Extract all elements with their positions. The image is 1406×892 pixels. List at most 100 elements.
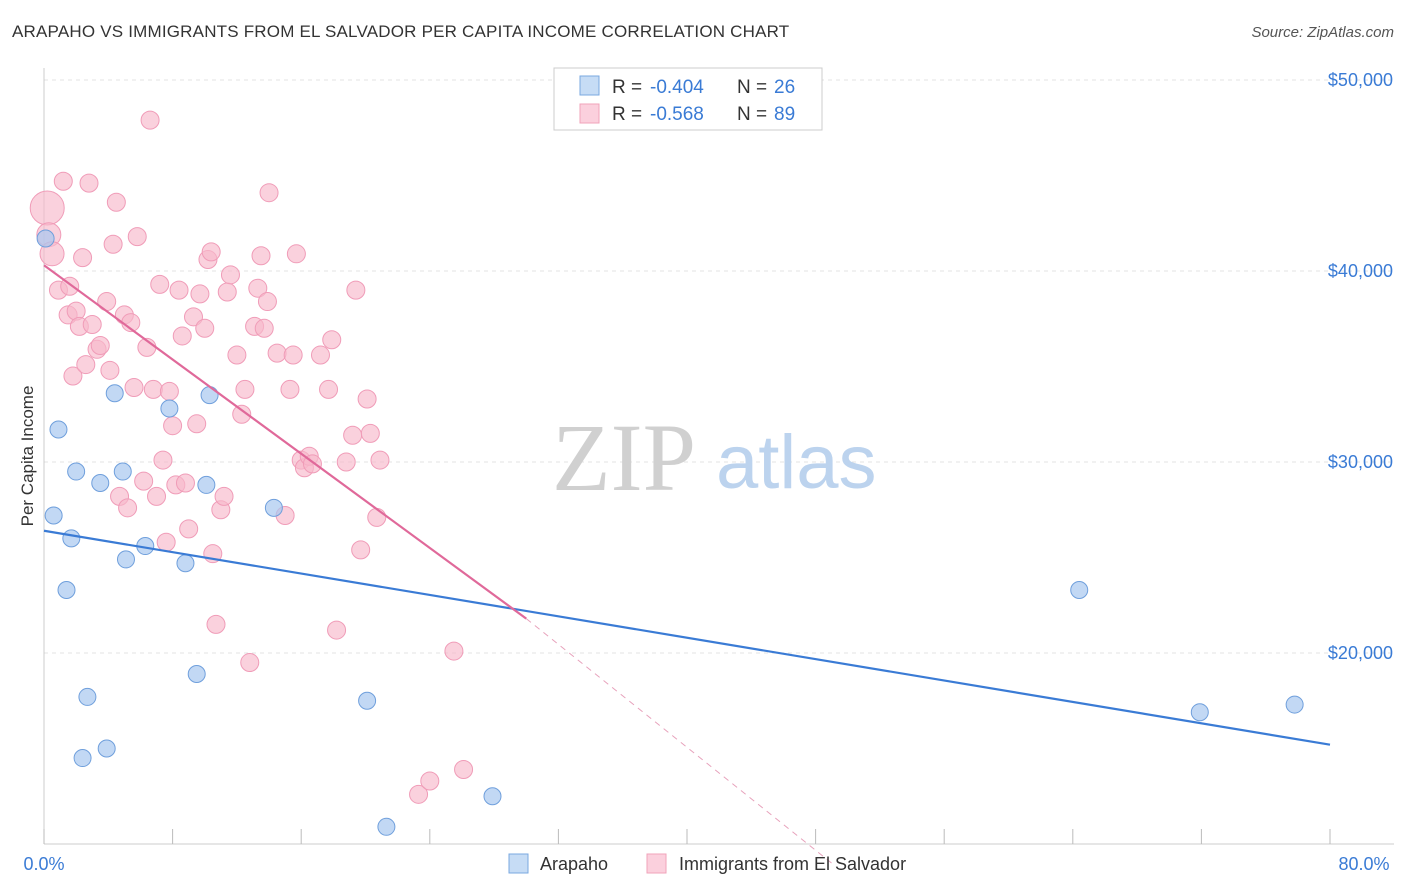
y-tick-labels: $20,000 $30,000 $40,000 $50,000 xyxy=(1328,70,1393,663)
point-arapaho xyxy=(44,506,63,525)
legend-r-label-2: R = xyxy=(612,104,642,125)
point-el-salvador xyxy=(257,292,277,312)
bottom-legend-swatch-arapaho xyxy=(508,853,529,874)
point-el-salvador xyxy=(153,450,173,470)
point-el-salvador xyxy=(319,379,339,399)
point-arapaho xyxy=(78,687,97,706)
point-arapaho xyxy=(62,529,81,548)
trend-line-el-salvador-extension xyxy=(525,618,832,864)
legend-r-value-2: -0.568 xyxy=(650,104,704,125)
point-el-salvador xyxy=(190,284,210,304)
point-el-salvador xyxy=(351,540,371,560)
point-arapaho xyxy=(36,229,55,248)
point-arapaho xyxy=(358,691,377,710)
point-el-salvador xyxy=(251,246,271,266)
point-el-salvador xyxy=(370,450,390,470)
legend-n-value-1: 26 xyxy=(774,77,795,98)
point-el-salvador xyxy=(444,641,464,661)
point-el-salvador xyxy=(214,486,234,506)
legend-n-label-1: N = xyxy=(737,77,767,98)
trend-line-el-salvador xyxy=(43,264,527,620)
legend-n-label-2: N = xyxy=(737,104,767,125)
point-arapaho xyxy=(116,550,135,569)
point-el-salvador xyxy=(179,519,199,539)
trend-lines xyxy=(43,264,1331,864)
y-tick-label: $30,000 xyxy=(1328,452,1393,472)
point-el-salvador xyxy=(73,248,93,268)
point-el-salvador xyxy=(183,307,203,327)
point-el-salvador xyxy=(217,282,237,302)
point-el-salvador xyxy=(454,760,474,780)
point-el-salvador xyxy=(147,486,167,506)
point-el-salvador xyxy=(206,614,226,634)
watermark-zip: ZIP xyxy=(552,404,696,511)
point-el-salvador xyxy=(227,345,247,365)
point-el-salvador xyxy=(100,360,120,380)
point-el-salvador xyxy=(267,343,287,363)
point-el-salvador xyxy=(254,318,274,338)
point-el-salvador xyxy=(235,379,255,399)
point-arapaho xyxy=(264,498,283,517)
watermark-atlas: atlas xyxy=(716,420,877,505)
point-el-salvador xyxy=(90,335,110,355)
bottom-legend-swatch-el-salvador xyxy=(646,853,667,874)
point-el-salvador xyxy=(159,381,179,401)
series-arapaho-points xyxy=(36,229,1304,836)
point-el-salvador xyxy=(240,653,260,673)
y-axis-label: Per Capita Income xyxy=(18,386,37,527)
point-el-salvador xyxy=(409,784,429,804)
point-arapaho xyxy=(67,462,86,481)
point-arapaho xyxy=(377,817,396,836)
legend-r-value-1: -0.404 xyxy=(650,77,704,98)
legend-n-value-2: 89 xyxy=(774,104,795,125)
point-el-salvador xyxy=(63,366,83,386)
point-el-salvador xyxy=(175,473,195,493)
legend-box: R = -0.404 N = 26 R = -0.568 N = 89 xyxy=(553,67,823,131)
point-arapaho xyxy=(1070,580,1089,599)
point-arapaho xyxy=(57,580,76,599)
point-el-salvador xyxy=(220,265,240,285)
point-el-salvador xyxy=(127,227,147,247)
point-arapaho xyxy=(187,665,206,684)
point-el-salvador xyxy=(283,345,303,365)
legend-swatch-el-salvador xyxy=(579,103,600,124)
point-el-salvador xyxy=(360,423,380,443)
trend-line-arapaho xyxy=(43,529,1331,746)
point-el-salvador xyxy=(280,379,300,399)
point-arapaho xyxy=(200,386,219,405)
point-el-salvador xyxy=(357,389,377,409)
bottom-legend-label-el-salvador: Immigrants from El Salvador xyxy=(679,854,906,874)
point-el-salvador xyxy=(195,318,215,338)
point-arapaho xyxy=(73,749,92,768)
chart-title: ARAPAHO VS IMMIGRANTS FROM EL SALVADOR P… xyxy=(12,22,790,41)
point-arapaho xyxy=(483,787,502,806)
point-el-salvador xyxy=(286,244,306,264)
point-el-salvador xyxy=(310,345,330,365)
point-arapaho xyxy=(105,384,124,403)
point-el-salvador xyxy=(124,378,144,398)
point-el-salvador xyxy=(156,532,176,552)
source-label: Source: ZipAtlas.com xyxy=(1251,24,1394,41)
x-tick-label-max: 80.0% xyxy=(1338,854,1389,874)
point-el-salvador xyxy=(172,326,192,346)
point-el-salvador xyxy=(322,330,342,350)
point-arapaho xyxy=(1285,695,1304,714)
point-el-salvador xyxy=(336,452,356,472)
point-el-salvador xyxy=(169,280,189,300)
x-ticks xyxy=(43,829,1331,844)
point-arapaho xyxy=(49,420,68,439)
point-el-salvador xyxy=(343,425,363,445)
point-el-salvador xyxy=(259,183,279,203)
point-el-salvador xyxy=(82,314,102,334)
legend-swatch-arapaho xyxy=(579,75,600,96)
x-tick-label-min: 0.0% xyxy=(23,854,64,874)
point-arapaho xyxy=(91,474,110,493)
bottom-legend: Arapaho Immigrants from El Salvador xyxy=(508,853,906,874)
point-arapaho xyxy=(197,475,216,494)
point-el-salvador xyxy=(103,234,123,254)
point-el-salvador xyxy=(201,242,221,262)
point-el-salvador xyxy=(420,771,440,791)
grid-lines xyxy=(44,79,1394,654)
point-el-salvador xyxy=(150,274,170,294)
bottom-legend-label-arapaho: Arapaho xyxy=(540,854,608,874)
